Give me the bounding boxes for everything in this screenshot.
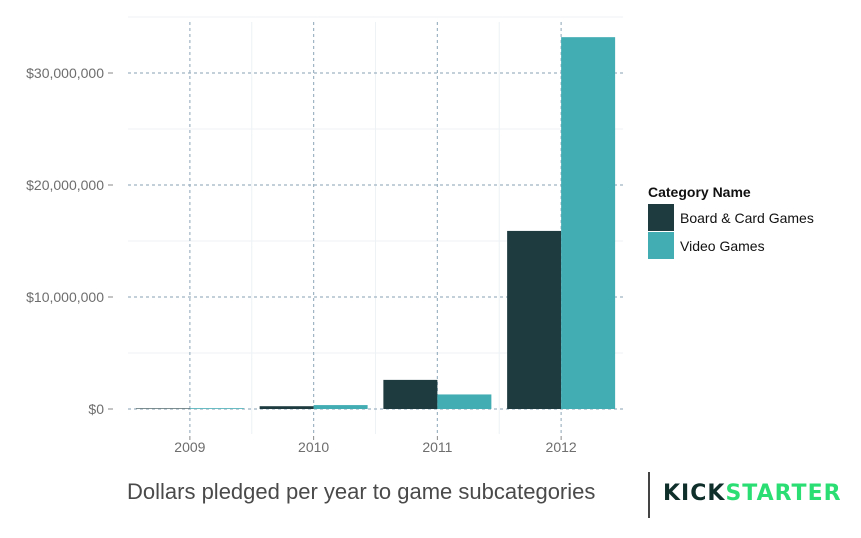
grid-lines (128, 16, 623, 434)
chart: $0 $10,000,000 $20,000,000 $30,000,000 2009 2… (26, 16, 814, 455)
logo-part-starter: STARTER (725, 481, 842, 506)
legend-label: Board & Card Games (680, 210, 814, 226)
axis-labels: $0 $10,000,000 $20,000,000 $30,000,000 2009 2… (26, 65, 577, 455)
bar-board-card-games-2011 (383, 379, 438, 409)
chart-caption: Dollars pledged per year to game subcate… (127, 479, 596, 504)
bar-board-card-games-2009 (135, 408, 190, 409)
legend-label: Video Games (680, 238, 765, 254)
legend-swatch (648, 232, 674, 259)
x-tick-label: 2011 (422, 439, 452, 455)
bars (135, 37, 616, 409)
bar-video-games-2009 (189, 408, 244, 409)
bar-video-games-2012 (561, 37, 616, 409)
logo-part-kick: KICK (663, 481, 726, 506)
legend: Category Name Board & Card Games Video Gam… (648, 184, 814, 259)
y-tick-label: $10,000,000 (26, 289, 104, 305)
legend-title: Category Name (648, 184, 751, 200)
bar-board-card-games-2012 (507, 230, 562, 409)
x-tick-label: 2012 (546, 439, 577, 455)
bar-video-games-2010 (313, 405, 368, 409)
legend-swatch (648, 204, 674, 231)
y-tick-label: $0 (88, 401, 104, 417)
bar-video-games-2011 (437, 394, 492, 409)
x-tick-label: 2009 (174, 439, 205, 455)
y-tick-label: $20,000,000 (26, 177, 104, 193)
y-tick-label: $30,000,000 (26, 65, 104, 81)
x-tick-label: 2010 (298, 439, 329, 455)
bar-board-card-games-2010 (259, 406, 314, 409)
kickstarter-logo: KICKSTARTER (663, 481, 842, 506)
caption-divider (648, 472, 650, 518)
